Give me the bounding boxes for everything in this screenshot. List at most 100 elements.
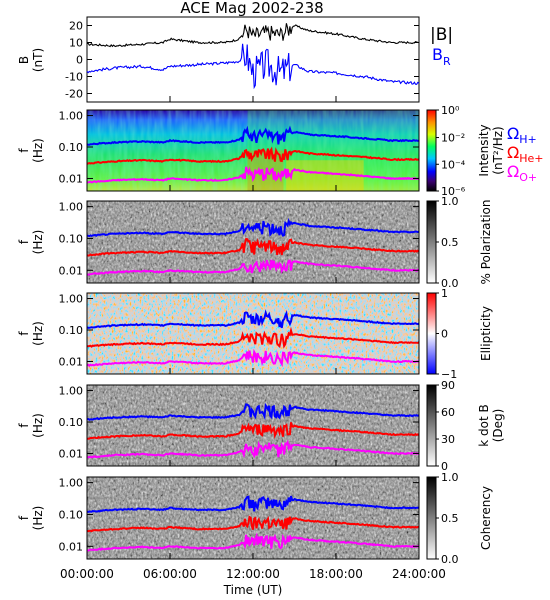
o-plus-line xyxy=(86,259,420,276)
h-plus-line xyxy=(86,495,420,513)
colorbar-tick-label: 10⁻⁶ xyxy=(441,185,466,198)
freq-ylabel-units: (Hz) xyxy=(31,138,45,163)
colorbar-tick-label: 0 xyxy=(441,328,448,341)
time-tick-label: 00:00:00 xyxy=(60,567,114,581)
b-ylabel: B xyxy=(17,56,31,64)
legend-br-main: B xyxy=(432,45,443,64)
time-tick-label: 18:00:00 xyxy=(309,567,363,581)
legend-br: BR xyxy=(432,45,451,68)
kdotb-colorbar xyxy=(426,384,437,467)
freq-ylabel-units: (Hz) xyxy=(31,506,45,531)
coherency-panel: 1.00 0.10 0.01 f (Hz) 1.0 0.5 0.0 Coherency xyxy=(17,471,493,566)
legend-h-symbol: Ω xyxy=(507,124,519,143)
freq-tick-label: 0.01 xyxy=(59,172,84,185)
freq-ylabel-units: (Hz) xyxy=(31,413,45,438)
colorbar-tick-label: 10⁻² xyxy=(441,132,465,145)
he-plus-line xyxy=(87,326,420,349)
colorbar-tick-label: 10⁰ xyxy=(441,104,460,117)
freq-tick-label: 0.10 xyxy=(59,141,84,154)
he-plus-line xyxy=(86,422,420,440)
h-plus-line xyxy=(86,402,420,421)
polarization-colorbar-label: % Polarization xyxy=(479,200,493,285)
colorbar-tick-label: 1.0 xyxy=(441,195,459,208)
intensity-colorbar-units: (nT²/Hz) xyxy=(491,126,505,174)
legend-h-plus: ΩH+ xyxy=(507,124,537,146)
o-plus-line xyxy=(86,348,420,368)
h-plus-line xyxy=(86,217,420,238)
colorbar-tick-label: 0.0 xyxy=(441,277,459,290)
polarization-panel: 1.00 0.10 0.01 f (Hz) 1.0 0.5 0.0 % Polarization xyxy=(17,195,493,290)
freq-tick-label: 1.00 xyxy=(59,110,84,123)
coherency-colorbar xyxy=(426,476,437,560)
colorbar-tick-label: 30 xyxy=(441,433,455,446)
o-plus-line xyxy=(86,532,420,552)
colorbar-tick-label: 1 xyxy=(441,287,448,300)
freq-tick-label: 1.00 xyxy=(59,201,84,214)
freq-ylabel: f xyxy=(17,515,31,520)
colorbar-tick-label: 0.5 xyxy=(441,236,459,249)
b-y-ticks: 20 10 0 -10 -20 xyxy=(65,20,419,101)
br-line xyxy=(86,43,420,90)
freq-ylabel: f xyxy=(17,148,31,153)
time-axis-labels: 00:00:00 06:00:00 12:00:00 18:00:00 24:00:00 xyxy=(60,567,446,581)
freq-tick-label: 0.10 xyxy=(59,324,84,337)
freq-tick-label: 0.01 xyxy=(59,447,84,460)
b-ylabel-units: (nT) xyxy=(31,48,45,72)
freq-tick-label: 1.00 xyxy=(59,293,84,306)
colorbar-tick-label: 0.0 xyxy=(441,553,459,566)
intensity-colorbar xyxy=(426,109,437,192)
freq-ylabel: f xyxy=(17,239,31,244)
legend-o-sub: O+ xyxy=(519,171,537,184)
legend-o-symbol: Ω xyxy=(507,162,519,181)
time-tick-label: 06:00:00 xyxy=(143,567,197,581)
colorbar-tick-label: 10⁻⁴ xyxy=(441,158,466,171)
freq-ylabel-units: (Hz) xyxy=(31,230,45,255)
polarization-colorbar xyxy=(426,200,437,284)
colorbar-tick-label: 1.0 xyxy=(441,471,459,484)
kdotb-panel: 1.00 0.10 0.01 f (Hz) 90 60 30 0 k dot B (Deg) xyxy=(17,379,505,473)
o-plus-line xyxy=(86,439,420,459)
coherency-colorbar-label: Coherency xyxy=(479,486,493,550)
legend-o-plus: ΩO+ xyxy=(507,162,537,184)
time-tick-label: 24:00:00 xyxy=(392,567,446,581)
freq-ylabel-units: (Hz) xyxy=(31,321,45,346)
time-tick-label: 12:00:00 xyxy=(226,567,280,581)
ellipticity-colorbar-label: Ellipticity xyxy=(479,306,493,361)
freq-ylabel: f xyxy=(17,423,31,428)
freq-tick-label: 0.01 xyxy=(59,264,84,277)
legend-he-symbol: Ω xyxy=(507,143,519,162)
freq-tick-label: 0.10 xyxy=(59,508,84,521)
colorbar-tick-label: 0.5 xyxy=(441,512,459,525)
freq-tick-label: 0.01 xyxy=(59,355,84,368)
freq-tick-label: 1.00 xyxy=(59,477,84,490)
legend-he-plus: ΩHe+ xyxy=(507,143,544,165)
freq-tick-label: 0.10 xyxy=(59,232,84,245)
intensity-colorbar-label: Intensity xyxy=(477,124,491,176)
b-ytick-label: 20 xyxy=(69,20,83,33)
legend-he-sub: He+ xyxy=(519,152,543,165)
intensity-panel: 1.00 0.10 0.01 f (Hz) 10⁰ 10⁻² 10⁻⁴ 10⁻⁶ Intensit… xyxy=(17,104,505,198)
b-ytick-label: -20 xyxy=(65,88,83,101)
freq-tick-label: 0.10 xyxy=(59,416,84,429)
colorbar-tick-label: 60 xyxy=(441,406,455,419)
b-ytick-label: 10 xyxy=(69,37,83,50)
he-plus-line xyxy=(86,237,420,257)
legend-h-sub: H+ xyxy=(519,133,537,146)
ellipticity-panel: 1.00 0.10 0.01 f (Hz) 1 0 −1 Ellipticity xyxy=(17,287,493,381)
legend-br-sub: R xyxy=(443,55,451,68)
h-plus-line xyxy=(86,309,420,329)
freq-ylabel: f xyxy=(17,331,31,336)
colorbar-tick-label: −1 xyxy=(441,368,457,381)
he-plus-line xyxy=(86,515,420,533)
spectrogram-panels: 1.000.100.01f (Hz)10⁰10⁻²10⁻⁴10⁻⁶Intensit… xyxy=(17,104,505,566)
x-axis-label: Time (UT) xyxy=(223,583,283,597)
he-plus-line xyxy=(86,146,420,165)
kdotb-colorbar-units: (Deg) xyxy=(491,409,505,443)
chart-title: ACE Mag 2002-238 xyxy=(180,0,323,17)
b-ytick-label: -10 xyxy=(65,71,83,84)
freq-tick-label: 1.00 xyxy=(59,385,84,398)
o-plus-line xyxy=(87,166,420,184)
bmag-line xyxy=(87,23,420,48)
